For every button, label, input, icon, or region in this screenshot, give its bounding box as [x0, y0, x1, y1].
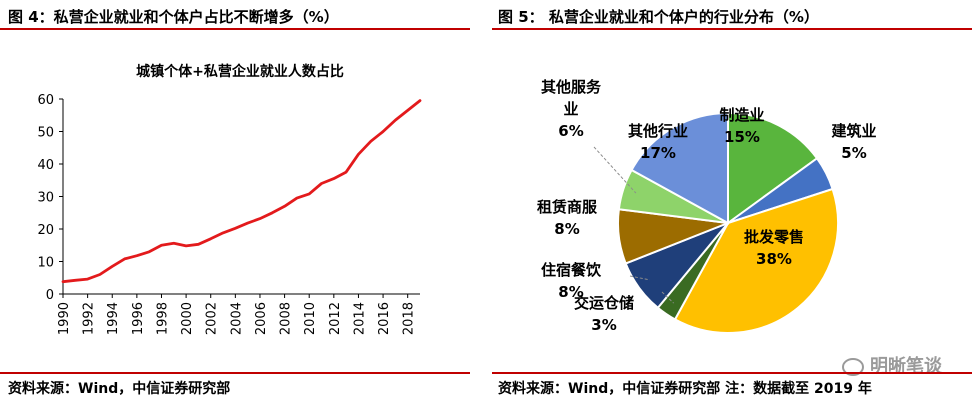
y-tick-label: 30 — [37, 191, 54, 206]
pie-label: 其他行业 17% — [628, 122, 688, 162]
pie-label: 其他服务业 6% — [541, 78, 602, 140]
pie-slice — [673, 187, 839, 334]
x-tick-label: 2010 — [303, 302, 318, 335]
right-source-rule — [492, 372, 972, 374]
x-tick-label: 2000 — [180, 302, 195, 335]
pie-chart: 制造业 15% 建筑业 5% 批发零售 38% 交运仓储 3%住宿餐饮 8% 租赁商服 8% 其他服务… — [537, 78, 877, 334]
x-tick-label: 2016 — [377, 302, 392, 335]
y-tick-label: 0 — [46, 288, 54, 303]
left-figure-title: 图 4：私营企业就业和个体户占比不断增多（%） — [8, 8, 339, 26]
pie-label: 租赁商服 8% — [537, 198, 598, 238]
y-tick-label: 60 — [37, 93, 54, 108]
right-figure-title: 图 5： 私营企业就业和个体户的行业分布（%） — [498, 8, 819, 26]
pie-label: 建筑业 5% — [831, 122, 876, 162]
line-chart: 城镇个体+私营企业就业人数占比 0 10 20 30 40 50 60 1990 1992 1994… — [37, 63, 422, 335]
x-tick-label: 2002 — [205, 302, 220, 335]
left-source-note: 资料来源：Wind，中信证券研究部 — [8, 381, 231, 397]
left-title-rule — [0, 28, 470, 30]
x-tick-label: 1990 — [57, 302, 72, 335]
x-tick-label: 2014 — [352, 302, 367, 335]
pie-slice — [727, 111, 819, 225]
x-tick-label: 1992 — [82, 302, 97, 335]
pie-slice — [630, 111, 729, 225]
data-line-series — [61, 99, 422, 284]
left-source-rule — [0, 372, 470, 374]
pie-label: 住宿餐饮 8% — [541, 261, 602, 301]
x-tick-label: 1994 — [106, 302, 121, 335]
pie-label: 制造业 15% — [719, 106, 764, 146]
watermark: 明晰笔谈 — [842, 352, 942, 378]
pie-leader-line — [593, 146, 637, 194]
pie-leader-line — [661, 291, 674, 304]
y-tick-label: 10 — [37, 256, 54, 271]
right-source-note: 资料来源：Wind，中信证券研究部 注：数据截至 2019 年 — [498, 381, 872, 397]
wechat-icon — [842, 358, 864, 376]
x-tick-label: 2012 — [328, 302, 343, 335]
x-tick-label: 2018 — [402, 302, 417, 335]
right-title-rule — [492, 28, 972, 30]
y-tick-label: 40 — [37, 158, 54, 173]
y-tick-label: 20 — [37, 223, 54, 238]
pie-label: 交运仓储 3% — [574, 294, 634, 334]
x-tick-label: 1996 — [131, 302, 146, 335]
x-tick-label: 2006 — [254, 302, 269, 335]
line-chart-title: 城镇个体+私营企业就业人数占比 — [136, 63, 344, 80]
x-tick-label: 2008 — [279, 302, 294, 335]
pie-label: 批发零售 38% — [744, 228, 804, 268]
y-tick-label: 50 — [37, 126, 54, 141]
x-tick-label: 2004 — [229, 302, 244, 335]
x-tick-label: 1998 — [155, 302, 170, 335]
watermark-text: 明晰笔谈 — [870, 356, 942, 377]
pie-leader-line — [629, 275, 650, 281]
